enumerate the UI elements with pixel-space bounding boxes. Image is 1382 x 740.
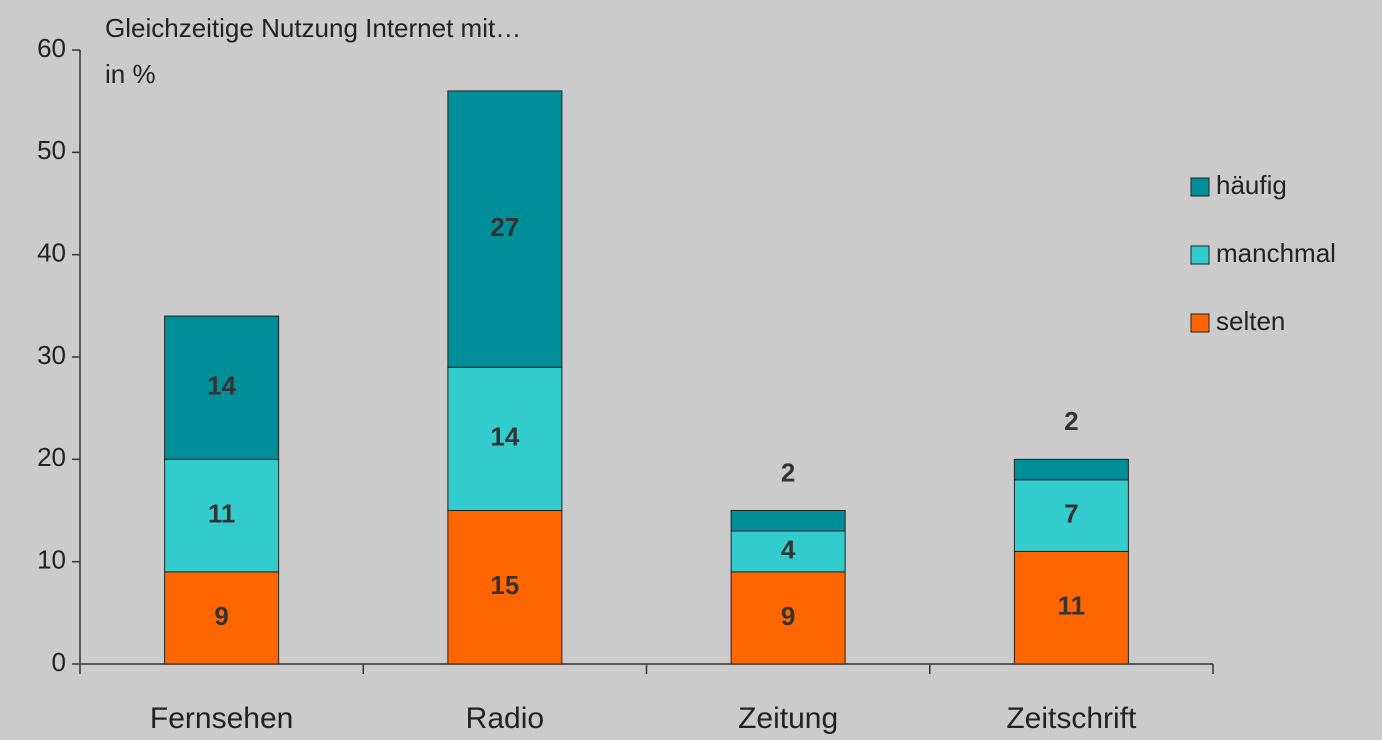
- data-label: 4: [781, 534, 796, 564]
- legend-swatch: [1190, 245, 1210, 265]
- data-label: 14: [207, 371, 236, 401]
- data-label: 15: [490, 570, 519, 600]
- data-label: 11: [1058, 591, 1086, 621]
- bar-segment: [730, 571, 846, 665]
- x-tick-label: Zeitschrift: [1006, 702, 1137, 735]
- legend-swatch: [1190, 313, 1210, 333]
- bar-segment: [447, 510, 563, 665]
- bar-segment: [730, 510, 846, 532]
- y-tick-label: 50: [37, 135, 66, 165]
- data-label: 27: [490, 212, 519, 242]
- y-tick-label: 60: [37, 33, 66, 63]
- chart-title: Gleichzeitige Nutzung Internet mit…: [105, 13, 521, 43]
- data-label: 7: [1064, 498, 1078, 528]
- y-tick-label: 30: [37, 340, 66, 370]
- bar-segment: [164, 571, 280, 665]
- data-label: 14: [490, 422, 519, 452]
- y-tick-label: 40: [37, 238, 66, 268]
- data-label: 11: [208, 498, 236, 528]
- bar-segment: [447, 90, 563, 368]
- bar-segment: [730, 530, 846, 573]
- data-label: 9: [781, 601, 795, 631]
- x-tick-label: Fernsehen: [150, 702, 293, 735]
- legend-swatch: [1190, 177, 1210, 197]
- legend-label: häufig: [1216, 170, 1287, 200]
- y-tick-label: 20: [37, 442, 66, 472]
- x-tick-label: Radio: [466, 702, 544, 735]
- chart-subtitle: in %: [105, 59, 156, 89]
- data-label: 2: [781, 457, 795, 487]
- y-tick-label: 0: [52, 647, 66, 677]
- bar-segment: [164, 458, 280, 573]
- bar-segment: [164, 315, 280, 460]
- x-tick-label: Zeitung: [738, 702, 838, 735]
- data-label: 9: [214, 601, 228, 631]
- bar-segment: [447, 366, 563, 511]
- bar-segment: [1013, 550, 1129, 665]
- y-tick-label: 10: [37, 545, 66, 575]
- bar-segment: [1013, 458, 1129, 481]
- legend-label: selten: [1216, 306, 1285, 336]
- bar-segment: [1013, 479, 1129, 552]
- legend-label: manchmal: [1216, 238, 1336, 268]
- data-label: 2: [1064, 406, 1078, 436]
